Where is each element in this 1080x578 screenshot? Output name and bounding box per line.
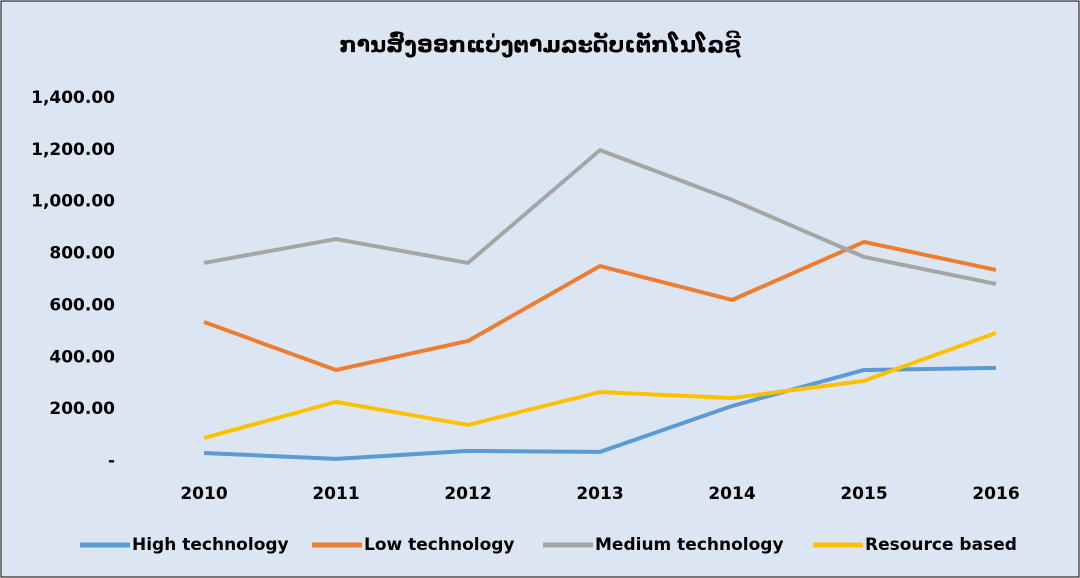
series-line [203,148,997,286]
y-tick-label: 600.00 [49,295,115,315]
y-tick-label: 200.00 [49,399,115,419]
legend-label: High technology [132,535,289,555]
chart-title: ການສົ່ງອອກແບ່ງຕາມລະດັບເຕັກໂນໂລຊີ [339,31,741,58]
y-tick-label: 800.00 [49,244,115,264]
series-line [203,331,997,440]
y-tick-label: 400.00 [49,347,115,367]
x-tick-label: 2015 [840,484,887,504]
y-tick-label: 1,000.00 [31,192,115,212]
legend-label: Resource based [865,535,1017,555]
y-tick-label: 1,200.00 [31,140,115,160]
series-line [203,365,997,461]
series-line [203,239,997,372]
y-tick-label: - [108,451,115,471]
legend-label: Low technology [364,535,515,555]
x-tick-label: 2011 [312,484,359,504]
x-tick-label: 2013 [576,484,623,504]
legend-label: Medium technology [595,535,784,555]
x-tick-label: 2010 [180,484,227,504]
x-tick-label: 2012 [444,484,491,504]
y-tick-label: 1,400.00 [31,88,115,108]
x-tick-label: 2014 [708,484,755,504]
x-tick-label: 2016 [972,484,1019,504]
